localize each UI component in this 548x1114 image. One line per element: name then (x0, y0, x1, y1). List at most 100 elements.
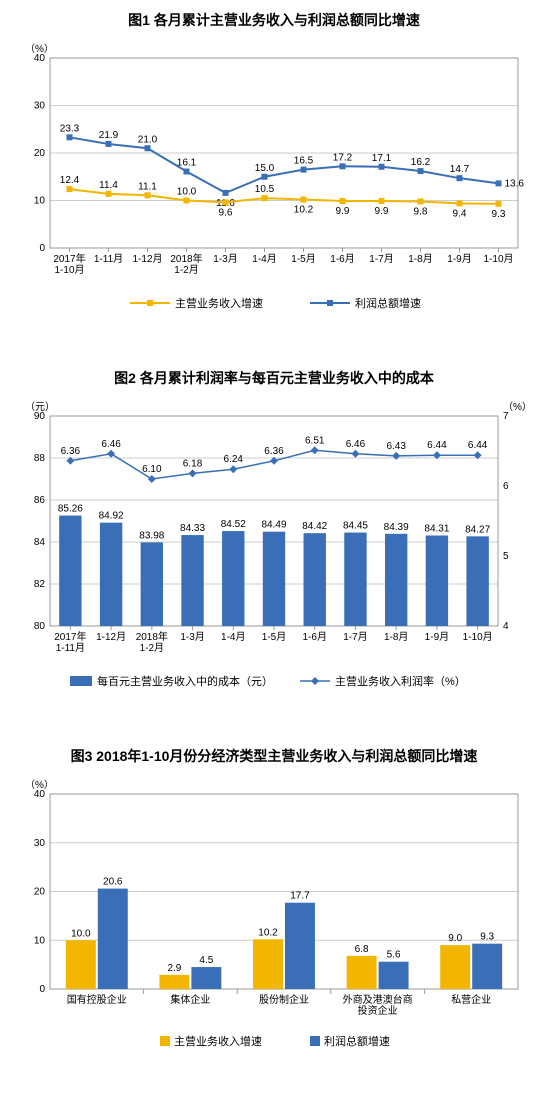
svg-text:（%）: （%） (25, 779, 54, 791)
svg-text:85.26: 85.26 (58, 504, 83, 515)
svg-text:20: 20 (34, 887, 46, 898)
svg-text:1-2月: 1-2月 (140, 642, 164, 654)
chart1-title: 图1 各月累计主营业务收入与利润总额同比增速 (10, 10, 538, 30)
svg-text:4: 4 (503, 621, 509, 632)
chart3-title: 图3 2018年1-10月份分经济类型主营业务收入与利润总额同比增速 (10, 746, 538, 766)
svg-text:主营业务收入增速: 主营业务收入增速 (175, 296, 263, 310)
svg-text:9.0: 9.0 (448, 933, 462, 944)
svg-text:主营业务收入增速: 主营业务收入增速 (174, 1034, 262, 1048)
chart1-svg: 010203040（%）2017年1-10月1-11月1-12月2018年1-2… (10, 38, 538, 318)
svg-text:1-12月: 1-12月 (132, 253, 162, 265)
chart2-svg: 8082848688904567（元）（%）2017年1-11月1-12月201… (10, 396, 538, 696)
svg-text:2.9: 2.9 (167, 963, 181, 974)
svg-text:21.0: 21.0 (138, 134, 158, 145)
svg-text:12.4: 12.4 (60, 175, 80, 186)
svg-text:9.3: 9.3 (492, 209, 506, 220)
svg-text:1-4月: 1-4月 (252, 253, 276, 265)
svg-text:6.24: 6.24 (224, 454, 244, 465)
svg-text:84.52: 84.52 (221, 519, 246, 530)
svg-text:0: 0 (39, 243, 45, 254)
svg-text:2017年: 2017年 (53, 252, 85, 265)
svg-text:0: 0 (39, 984, 45, 995)
svg-text:16.2: 16.2 (411, 157, 431, 168)
svg-text:17.2: 17.2 (333, 152, 353, 163)
svg-text:6.44: 6.44 (468, 440, 488, 451)
svg-text:9.6: 9.6 (219, 207, 233, 218)
svg-text:1-6月: 1-6月 (303, 631, 327, 643)
svg-text:23.3: 23.3 (60, 123, 80, 134)
svg-text:9.9: 9.9 (375, 206, 389, 217)
svg-text:84: 84 (34, 537, 46, 548)
svg-text:14.7: 14.7 (450, 164, 470, 175)
svg-text:10.5: 10.5 (255, 184, 275, 195)
svg-text:1-11月: 1-11月 (56, 642, 85, 654)
svg-text:1-10月: 1-10月 (483, 253, 513, 265)
svg-text:20.6: 20.6 (103, 877, 123, 888)
svg-text:30: 30 (34, 838, 46, 849)
svg-text:1-4月: 1-4月 (221, 631, 245, 643)
svg-text:外商及港澳台商: 外商及港澳台商 (343, 993, 413, 1006)
svg-text:20: 20 (34, 148, 46, 159)
svg-text:10: 10 (34, 935, 46, 946)
svg-text:9.3: 9.3 (480, 932, 494, 943)
svg-text:6.36: 6.36 (264, 446, 284, 457)
chart3-svg: 010203040（%）国有控股企业集体企业股份制企业外商及港澳台商投资企业私营… (10, 774, 538, 1054)
svg-text:股份制企业: 股份制企业 (259, 993, 309, 1006)
svg-text:6.18: 6.18 (183, 458, 203, 469)
svg-text:1-9月: 1-9月 (425, 631, 449, 643)
svg-text:利润总额增速: 利润总额增速 (324, 1034, 390, 1048)
svg-text:5.6: 5.6 (387, 950, 401, 961)
svg-text:6.44: 6.44 (427, 440, 447, 451)
svg-text:10.0: 10.0 (177, 187, 197, 198)
svg-text:投资企业: 投资企业 (358, 1004, 398, 1017)
svg-text:6.10: 6.10 (142, 464, 162, 475)
svg-text:1-12月: 1-12月 (96, 631, 126, 643)
svg-text:集体企业: 集体企业 (170, 993, 210, 1006)
svg-text:2018年: 2018年 (136, 630, 168, 643)
svg-text:1-3月: 1-3月 (213, 253, 237, 265)
svg-text:17.1: 17.1 (372, 153, 392, 164)
svg-text:1-8月: 1-8月 (408, 253, 432, 265)
svg-text:83.98: 83.98 (139, 530, 164, 541)
svg-text:（%）: （%） (25, 43, 54, 55)
svg-text:1-8月: 1-8月 (384, 631, 408, 643)
svg-text:每百元主营业务收入中的成本（元）: 每百元主营业务收入中的成本（元） (97, 674, 273, 688)
svg-text:16.5: 16.5 (294, 156, 314, 167)
svg-text:16.1: 16.1 (177, 158, 197, 169)
svg-text:6.36: 6.36 (61, 446, 81, 457)
svg-text:1-2月: 1-2月 (174, 264, 198, 276)
svg-text:21.9: 21.9 (99, 130, 119, 141)
svg-text:11.1: 11.1 (138, 181, 157, 192)
svg-text:1-3月: 1-3月 (180, 631, 204, 643)
svg-text:88: 88 (34, 453, 46, 464)
svg-text:6.8: 6.8 (355, 944, 369, 955)
svg-text:84.39: 84.39 (384, 522, 409, 533)
svg-text:1-7月: 1-7月 (369, 253, 393, 265)
svg-text:9.9: 9.9 (336, 206, 350, 217)
svg-text:主营业务收入利润率（%）: 主营业务收入利润率（%） (335, 674, 466, 688)
svg-text:国有控股企业: 国有控股企业 (67, 993, 127, 1006)
svg-text:2017年: 2017年 (54, 630, 86, 643)
svg-text:1-6月: 1-6月 (330, 253, 354, 265)
chart1-container: 图1 各月累计主营业务收入与利润总额同比增速 010203040（%）2017年… (10, 10, 538, 318)
svg-text:84.31: 84.31 (424, 523, 449, 534)
svg-text:私营企业: 私营企业 (451, 993, 491, 1006)
svg-text:6.46: 6.46 (101, 439, 121, 450)
svg-text:1-9月: 1-9月 (447, 253, 471, 265)
svg-text:11.4: 11.4 (99, 180, 118, 191)
svg-text:1-10月: 1-10月 (463, 631, 493, 643)
svg-text:84.49: 84.49 (261, 520, 286, 531)
svg-text:80: 80 (34, 621, 46, 632)
svg-text:4.5: 4.5 (199, 955, 213, 966)
svg-text:10.0: 10.0 (71, 928, 91, 939)
svg-text:1-11月: 1-11月 (94, 253, 123, 265)
svg-text:10.2: 10.2 (258, 927, 278, 938)
svg-text:9.4: 9.4 (453, 208, 467, 219)
svg-text:84.33: 84.33 (180, 523, 205, 534)
chart2-title: 图2 各月累计利润率与每百元主营业务收入中的成本 (10, 368, 538, 388)
chart2-container: 图2 各月累计利润率与每百元主营业务收入中的成本 808284868890456… (10, 368, 538, 696)
svg-text:6.46: 6.46 (346, 439, 366, 450)
svg-text:（%）: （%） (503, 401, 532, 413)
svg-text:2018年: 2018年 (170, 252, 202, 265)
svg-text:84.45: 84.45 (343, 521, 368, 532)
